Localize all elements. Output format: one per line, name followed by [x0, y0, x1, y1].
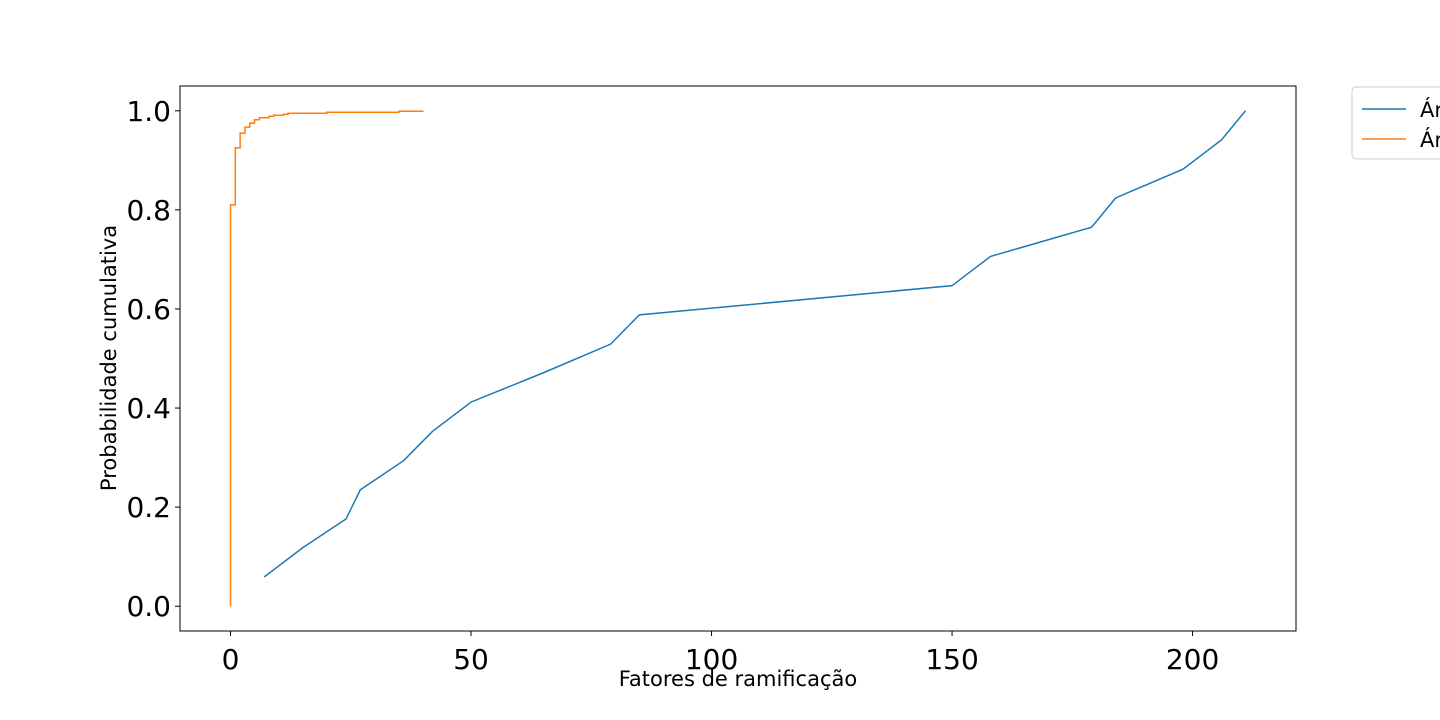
- x-tick-label: 150: [925, 643, 978, 676]
- legend-label-1: Ár: [1420, 97, 1440, 122]
- y-tick-label: 0.4: [126, 392, 171, 425]
- legend-box: [1351, 86, 1440, 160]
- y-tick-label: 0.6: [126, 293, 171, 326]
- x-axis: 0 50 100 150 200: [222, 631, 1219, 676]
- series-line-1: [263, 110, 1247, 578]
- legend-label-2: Ár: [1420, 127, 1440, 152]
- x-tick-label: 100: [685, 643, 738, 676]
- x-tick-label: 0: [222, 643, 240, 676]
- series-line-2: [229, 110, 424, 607]
- x-tick-label: 200: [1166, 643, 1219, 676]
- y-tick-label: 1.0: [126, 95, 171, 128]
- x-axis-title: Fatores de ramificação: [619, 667, 857, 691]
- y-axis-title: Probabilidade cumulativa: [97, 225, 121, 491]
- series-lines: [229, 110, 1247, 607]
- y-tick-label: 0.2: [126, 491, 171, 524]
- legend: Ár Ár: [1351, 86, 1440, 160]
- plot-area-frame: [179, 85, 1297, 632]
- x-tick-label: 50: [453, 643, 489, 676]
- y-axis: 0.0 0.2 0.4 0.6 0.8 1.0: [126, 95, 180, 623]
- y-tick-label: 0.8: [126, 194, 171, 227]
- y-tick-label: 0.0: [126, 590, 171, 623]
